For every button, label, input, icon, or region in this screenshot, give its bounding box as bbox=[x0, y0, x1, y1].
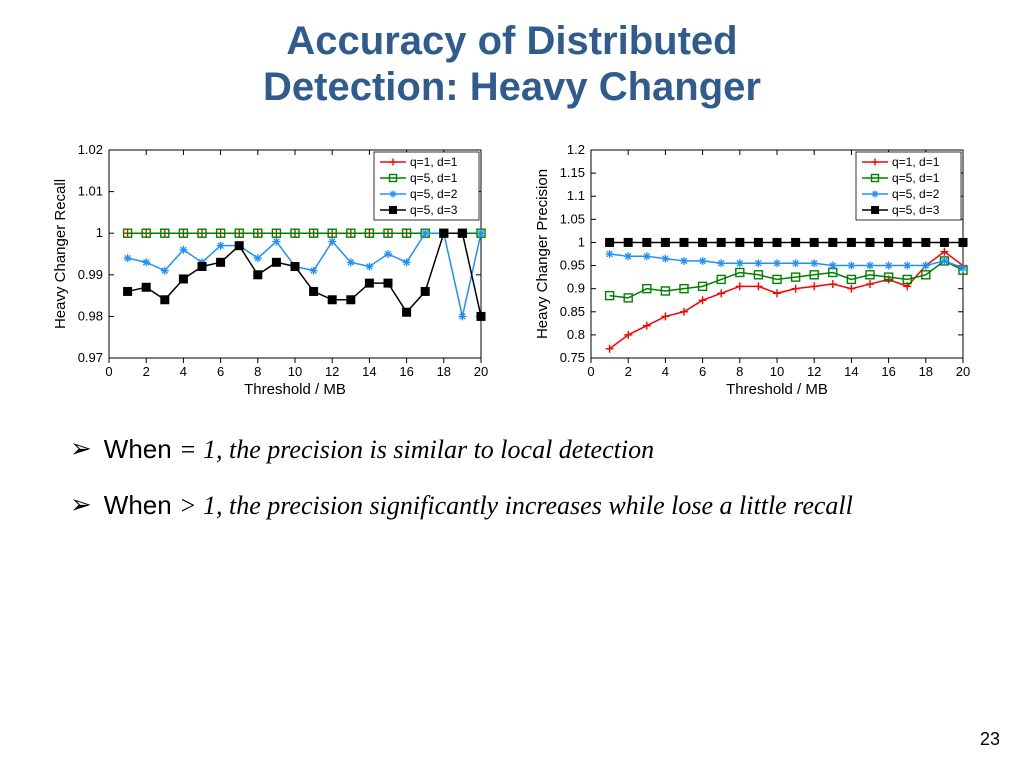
svg-text:6: 6 bbox=[699, 364, 706, 379]
svg-text:0.8: 0.8 bbox=[567, 327, 585, 342]
svg-text:Threshold / MB: Threshold / MB bbox=[726, 381, 828, 398]
svg-text:20: 20 bbox=[474, 364, 488, 379]
svg-text:0.9: 0.9 bbox=[567, 281, 585, 296]
bullet-text: When = 1, the precision is similar to lo… bbox=[104, 433, 654, 467]
svg-text:12: 12 bbox=[807, 364, 821, 379]
svg-text:18: 18 bbox=[437, 364, 451, 379]
svg-text:4: 4 bbox=[180, 364, 187, 379]
recall-chart: 0 2 4 6 8 10 12 14 16 18 20 0.97 0.98 0.99 1 1.01 1.02 Th… bbox=[51, 140, 491, 405]
svg-text:q=5, d=3: q=5, d=3 bbox=[410, 203, 458, 217]
svg-text:16: 16 bbox=[399, 364, 413, 379]
svg-text:1.2: 1.2 bbox=[567, 142, 585, 157]
svg-text:1.01: 1.01 bbox=[78, 184, 103, 199]
svg-text:0.75: 0.75 bbox=[560, 350, 585, 365]
svg-text:Heavy Changer Recall: Heavy Changer Recall bbox=[52, 179, 69, 329]
svg-text:Heavy Changer Precision: Heavy Changer Precision bbox=[534, 169, 551, 339]
svg-text:10: 10 bbox=[288, 364, 302, 379]
svg-text:q=5, d=3: q=5, d=3 bbox=[892, 203, 940, 217]
page-number: 23 bbox=[980, 729, 1000, 750]
bullet-item: ➢ When > 1, the precision significantly i… bbox=[70, 489, 954, 523]
svg-text:1.15: 1.15 bbox=[560, 165, 585, 180]
svg-text:0.97: 0.97 bbox=[78, 350, 103, 365]
svg-text:14: 14 bbox=[844, 364, 858, 379]
svg-text:0: 0 bbox=[587, 364, 594, 379]
svg-text:q=1, d=1: q=1, d=1 bbox=[892, 155, 940, 169]
svg-text:0.85: 0.85 bbox=[560, 304, 585, 319]
bullet-text: When > 1, the precision significantly in… bbox=[104, 489, 853, 523]
svg-text:1.02: 1.02 bbox=[78, 142, 103, 157]
svg-text:q=1, d=1: q=1, d=1 bbox=[410, 155, 458, 169]
svg-text:16: 16 bbox=[881, 364, 895, 379]
svg-text:12: 12 bbox=[325, 364, 339, 379]
svg-text:2: 2 bbox=[143, 364, 150, 379]
svg-text:1: 1 bbox=[96, 225, 103, 240]
title-line-2: Detection: Heavy Changer bbox=[263, 65, 761, 109]
svg-text:20: 20 bbox=[956, 364, 970, 379]
svg-text:q=5, d=2: q=5, d=2 bbox=[410, 187, 458, 201]
svg-text:0.98: 0.98 bbox=[78, 308, 103, 323]
slide-title: Accuracy of Distributed Detection: Heavy… bbox=[0, 0, 1024, 110]
svg-text:0: 0 bbox=[105, 364, 112, 379]
svg-text:q=5, d=1: q=5, d=1 bbox=[410, 171, 458, 185]
svg-text:q=5, d=1: q=5, d=1 bbox=[892, 171, 940, 185]
bullet-arrow-icon: ➢ bbox=[70, 489, 92, 520]
svg-text:1: 1 bbox=[578, 234, 585, 249]
svg-text:8: 8 bbox=[736, 364, 743, 379]
precision-chart: 0 2 4 6 8 10 12 14 16 18 20 0.75 0.8 0.85 0.9 0.95 1 1.05… bbox=[533, 140, 973, 405]
svg-text:0.95: 0.95 bbox=[560, 258, 585, 273]
charts-container: 024681012141618200.970.980.9911.011.02Th… bbox=[0, 140, 1024, 405]
svg-text:4: 4 bbox=[662, 364, 669, 379]
svg-text:2: 2 bbox=[625, 364, 632, 379]
svg-text:0.99: 0.99 bbox=[78, 267, 103, 282]
svg-text:q=5, d=2: q=5, d=2 bbox=[892, 187, 940, 201]
svg-text:1.05: 1.05 bbox=[560, 211, 585, 226]
svg-text:18: 18 bbox=[919, 364, 933, 379]
svg-text:8: 8 bbox=[254, 364, 261, 379]
svg-text:6: 6 bbox=[217, 364, 224, 379]
svg-text:14: 14 bbox=[362, 364, 376, 379]
svg-text:Threshold / MB: Threshold / MB bbox=[244, 381, 346, 398]
bullet-list: ➢ When = 1, the precision is similar to l… bbox=[70, 433, 954, 523]
title-line-1: Accuracy of Distributed bbox=[286, 19, 737, 63]
bullet-arrow-icon: ➢ bbox=[70, 433, 92, 464]
svg-text:10: 10 bbox=[770, 364, 784, 379]
bullet-item: ➢ When = 1, the precision is similar to l… bbox=[70, 433, 954, 467]
svg-text:1.1: 1.1 bbox=[567, 188, 585, 203]
